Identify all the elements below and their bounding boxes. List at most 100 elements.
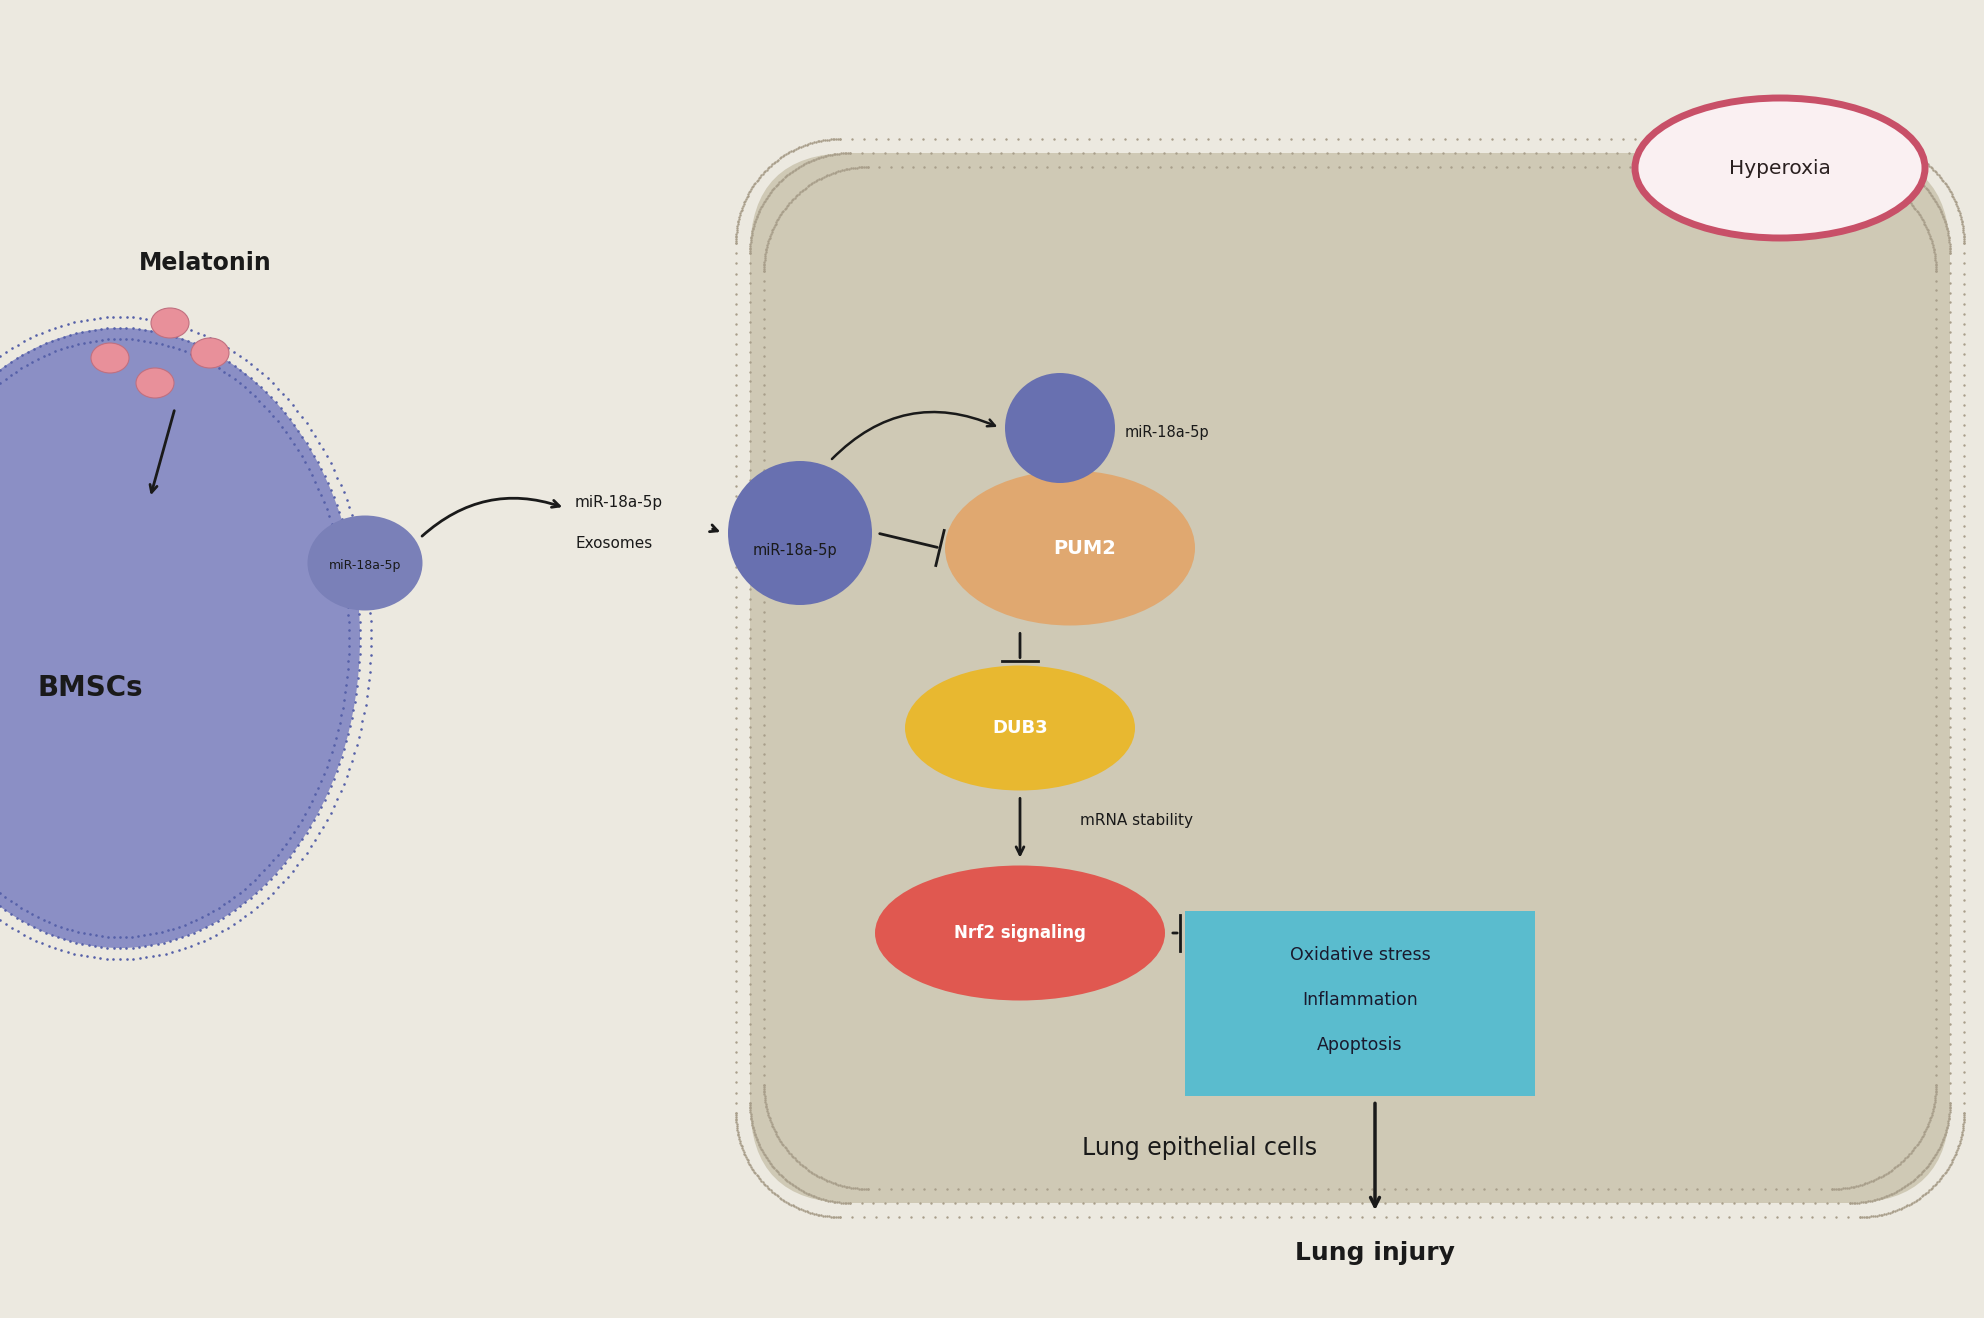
Point xyxy=(1764,1193,1796,1214)
Point xyxy=(720,231,752,252)
Point xyxy=(780,1149,811,1170)
Point xyxy=(720,818,752,840)
Point xyxy=(1938,187,1970,208)
Point xyxy=(1218,142,1250,163)
Point xyxy=(1934,983,1966,1004)
Point xyxy=(845,142,877,163)
Point xyxy=(1002,128,1034,149)
Point xyxy=(734,963,766,985)
Point xyxy=(42,927,73,948)
Point xyxy=(1619,128,1651,149)
Point xyxy=(0,368,6,389)
Point xyxy=(807,1205,839,1226)
Point xyxy=(821,161,853,182)
Point xyxy=(748,413,780,434)
Point xyxy=(1893,1145,1924,1166)
Point xyxy=(1917,235,1948,256)
Point xyxy=(1240,128,1272,149)
Point xyxy=(1109,157,1141,178)
Point xyxy=(1921,847,1952,869)
Point xyxy=(1807,1206,1839,1227)
Point xyxy=(764,207,796,228)
Point xyxy=(71,946,103,967)
Point xyxy=(311,757,343,778)
Point xyxy=(141,322,173,343)
Point xyxy=(349,560,381,581)
Point xyxy=(175,320,206,341)
Point xyxy=(754,1178,786,1199)
Point xyxy=(720,900,752,921)
Point xyxy=(1936,1152,1968,1173)
Point xyxy=(742,1132,774,1153)
Point xyxy=(996,1193,1028,1214)
Point xyxy=(742,1133,774,1155)
Point xyxy=(748,621,780,642)
Point xyxy=(1849,1173,1881,1194)
Point xyxy=(1718,142,1750,163)
Point xyxy=(218,913,250,934)
Point xyxy=(1426,1193,1458,1214)
Point xyxy=(123,319,155,340)
Point xyxy=(196,341,228,362)
Point xyxy=(754,1106,786,1127)
Point xyxy=(720,1102,752,1123)
Point xyxy=(1946,216,1978,237)
Point xyxy=(1915,157,1946,178)
Point xyxy=(768,167,800,188)
Point xyxy=(1714,1178,1746,1199)
Point xyxy=(333,539,365,560)
Point xyxy=(986,142,1018,163)
Point xyxy=(143,945,175,966)
Point xyxy=(1934,181,1966,202)
Point xyxy=(240,896,272,917)
Point xyxy=(813,1206,845,1227)
Point xyxy=(1915,225,1946,246)
Point xyxy=(732,1152,764,1173)
Point xyxy=(228,878,260,899)
Point xyxy=(167,328,198,349)
Point xyxy=(1913,1153,1944,1174)
Point xyxy=(1921,952,1952,973)
Point xyxy=(766,146,798,167)
Point xyxy=(1907,208,1938,229)
Point xyxy=(1934,311,1966,332)
Point xyxy=(155,931,186,952)
Point xyxy=(1911,177,1942,198)
Point xyxy=(1946,1123,1978,1144)
Point xyxy=(748,535,780,556)
Point xyxy=(1702,1206,1734,1227)
Point xyxy=(1948,890,1980,911)
Point xyxy=(938,1193,970,1214)
Point xyxy=(986,1193,1018,1214)
Point xyxy=(738,1160,770,1181)
Point xyxy=(1321,128,1353,149)
Point xyxy=(185,335,216,356)
Point xyxy=(137,310,169,331)
Point xyxy=(738,215,770,236)
Point xyxy=(1919,1097,1950,1118)
Point xyxy=(1921,374,1952,395)
Point xyxy=(1161,1193,1192,1214)
Point xyxy=(327,481,359,502)
Point xyxy=(1044,1178,1075,1199)
Point xyxy=(1921,648,1952,670)
Point xyxy=(1750,128,1782,149)
Point xyxy=(758,1156,790,1177)
Point xyxy=(1855,145,1887,166)
Point xyxy=(286,829,317,850)
Point xyxy=(270,853,302,874)
Point xyxy=(1883,156,1915,177)
Point xyxy=(728,1143,760,1164)
Point xyxy=(256,373,288,394)
Point xyxy=(246,377,278,398)
Point xyxy=(1762,128,1794,149)
Point xyxy=(1881,1181,1913,1202)
Point xyxy=(1948,1062,1980,1083)
Point xyxy=(748,402,780,423)
Point xyxy=(1857,165,1889,186)
Point xyxy=(266,416,298,438)
Point xyxy=(315,452,347,473)
Point xyxy=(1468,1178,1500,1199)
Point xyxy=(1440,1206,1472,1227)
Point xyxy=(1932,1114,1964,1135)
